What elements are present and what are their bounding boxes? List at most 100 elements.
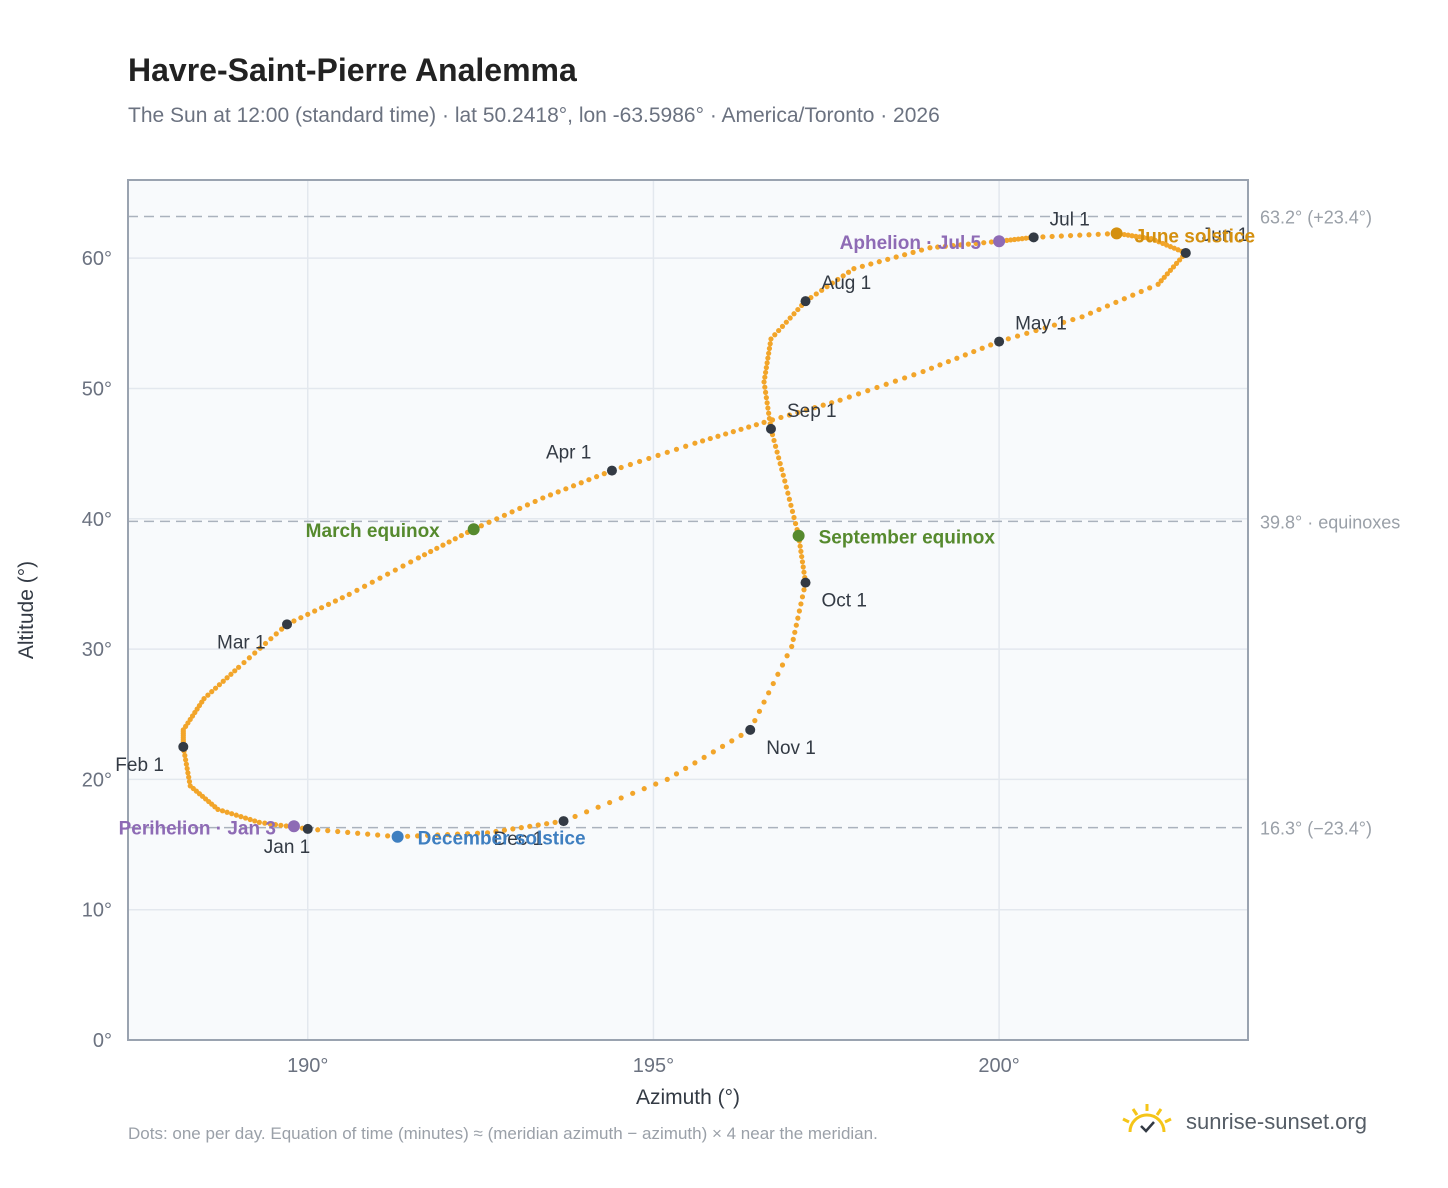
daily-dot — [779, 323, 786, 329]
daily-dot — [762, 389, 769, 395]
daily-dot — [332, 598, 339, 604]
daily-dot — [434, 545, 440, 551]
month-marker — [765, 423, 776, 434]
daily-dot — [775, 671, 781, 677]
daily-dot — [1011, 236, 1018, 243]
month-marker-label: Jun 1 — [1202, 225, 1248, 246]
daily-dot — [792, 520, 799, 527]
month-marker-label: Sep 1 — [787, 401, 837, 422]
daily-dot — [664, 449, 670, 455]
daily-dot — [655, 452, 661, 458]
y-tick-label: 0° — [93, 1030, 112, 1052]
month-marker — [1028, 232, 1039, 243]
daily-dot — [962, 352, 968, 358]
daily-dot — [1133, 233, 1139, 239]
daily-dot — [369, 579, 375, 585]
daily-dot — [683, 443, 689, 449]
x-tick-label: 190° — [287, 1055, 328, 1077]
daily-dot — [572, 813, 578, 820]
daily-dot — [618, 795, 624, 801]
daily-dot — [786, 496, 792, 502]
daily-dot — [229, 811, 235, 817]
reference-lines: 63.2° (+23.4°) 39.8° · equinoxes 16.3° (−2… — [128, 207, 1400, 839]
daily-dot — [738, 732, 744, 738]
daily-dot — [692, 760, 698, 766]
daily-dot — [761, 379, 767, 385]
daily-dot — [790, 636, 796, 642]
daily-dot — [766, 345, 773, 352]
month-marker-label: Aug 1 — [822, 273, 872, 294]
daily-dot — [464, 831, 471, 837]
y-tick-label: 10° — [82, 900, 112, 922]
daily-dot — [630, 790, 636, 796]
daily-dot — [846, 394, 852, 400]
daily-dot — [793, 622, 799, 628]
daily-dot — [318, 605, 325, 611]
daily-dot — [892, 378, 899, 384]
daily-dot — [637, 458, 643, 465]
daily-dot — [478, 523, 484, 529]
daily-dot — [1140, 234, 1147, 241]
month-markers: Jan 1 Feb 1 Mar 1 Apr 1 May 1 Jun 1 Jul 1 Aug 1… — [115, 209, 1248, 858]
daily-dot — [232, 668, 238, 674]
daily-dot — [765, 355, 771, 361]
daily-dot — [738, 426, 744, 432]
daily-dot — [673, 771, 680, 777]
daily-dot — [780, 472, 786, 478]
brand[interactable]: sunrise-sunset.org — [1120, 1102, 1367, 1141]
daily-dot — [791, 514, 797, 521]
daily-dot — [785, 490, 791, 496]
daily-dot — [958, 242, 964, 248]
daily-dot — [216, 682, 223, 688]
daily-dot — [812, 404, 818, 411]
daily-dot — [798, 548, 804, 554]
daily-dot — [484, 830, 491, 836]
daily-dot — [766, 690, 772, 696]
event-label: Perihelion · Jan 3 — [119, 818, 276, 839]
daily-dot — [772, 332, 778, 338]
daily-dot — [641, 786, 647, 792]
daily-dot — [783, 319, 789, 325]
y-tick-label: 50° — [82, 378, 112, 400]
daily-dot — [1104, 231, 1111, 237]
daily-dot — [859, 263, 865, 269]
daily-dot — [1004, 237, 1010, 243]
daily-dot — [1086, 232, 1092, 238]
month-marker — [178, 741, 189, 752]
daily-dot — [345, 829, 351, 835]
daily-dot — [803, 407, 809, 413]
daily-dot — [1173, 260, 1180, 266]
daily-dot — [1058, 233, 1064, 239]
daily-dot — [1005, 336, 1011, 342]
daily-dot — [764, 400, 770, 406]
daily-dot — [187, 783, 193, 789]
daily-dot — [799, 559, 806, 565]
daily-dot — [355, 830, 361, 836]
daily-dot — [792, 629, 798, 635]
daily-dot — [865, 388, 871, 394]
daily-dot — [279, 626, 285, 632]
event-label: June solstice — [1135, 226, 1255, 247]
daily-dot — [893, 254, 899, 260]
daily-dot — [219, 808, 226, 814]
daily-dot — [1129, 233, 1135, 239]
daily-dot — [1104, 303, 1111, 309]
daily-dot — [408, 559, 414, 565]
daily-dot — [584, 809, 590, 815]
daily-dot — [291, 618, 297, 624]
daily-dot — [547, 492, 554, 498]
daily-dot — [1040, 234, 1046, 240]
daily-dot — [184, 765, 190, 772]
month-marker-label: Mar 1 — [217, 632, 266, 653]
daily-dot — [979, 345, 985, 351]
daily-dot — [981, 240, 987, 246]
daily-dot — [829, 280, 836, 286]
daily-dot — [440, 542, 446, 548]
month-marker-label: Nov 1 — [766, 738, 816, 759]
daily-dot — [377, 575, 383, 581]
daily-dot — [789, 508, 796, 515]
month-marker-label: Feb 1 — [115, 755, 164, 776]
month-marker-label: May 1 — [1015, 314, 1067, 335]
daily-dot — [988, 342, 994, 348]
